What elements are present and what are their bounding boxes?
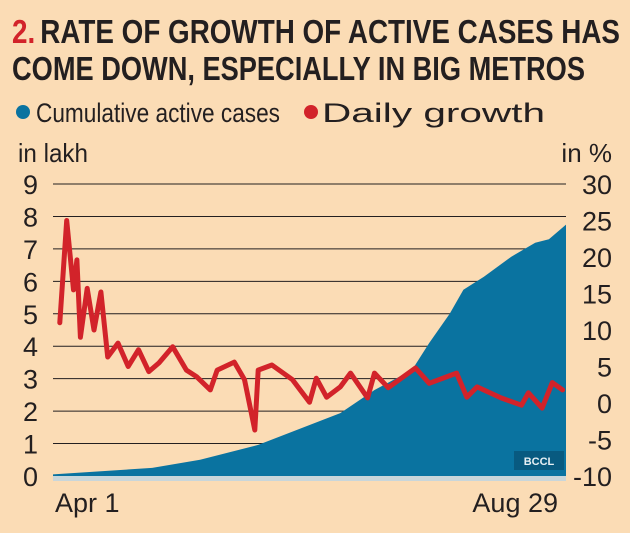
- credit-label: BCCL: [524, 456, 555, 468]
- right-tick-label: -5: [588, 426, 612, 456]
- left-tick-label: 5: [23, 300, 38, 330]
- cumulative-area-layer: [53, 224, 566, 476]
- right-tick-label: 0: [597, 389, 612, 419]
- right-tick-label: 15: [582, 280, 612, 310]
- left-axis-unit: in lakh: [18, 138, 88, 168]
- chart-title-line2: COME DOWN, ESPECIALLY IN BIG METROS: [12, 50, 585, 87]
- right-tick-label: 5: [597, 353, 612, 383]
- credit-box: [514, 451, 564, 470]
- left-tick-label: 1: [23, 430, 38, 460]
- x-tick-end: Aug 29: [472, 488, 558, 518]
- gridlines: [53, 183, 566, 445]
- left-tick-label: 9: [23, 170, 38, 200]
- left-tick-label: 2: [23, 397, 38, 427]
- left-tick-label: 7: [23, 235, 38, 265]
- right-axis-ticks: -10 -5 0 5 10 15 20 25 30: [573, 170, 612, 492]
- right-tick-label: -10: [573, 462, 612, 492]
- x-tick-start: Apr 1: [55, 488, 120, 518]
- right-axis-unit: in %: [561, 138, 612, 168]
- left-tick-label: 6: [23, 267, 38, 297]
- legend-label-growth: Daily growth: [322, 98, 545, 128]
- x-axis-baseline: [53, 476, 566, 481]
- right-tick-label: 10: [582, 316, 612, 346]
- legend-swatch-growth: [304, 105, 318, 119]
- daily-growth-line: [57, 218, 566, 433]
- chart-title-line1: 2.RATE OF GROWTH OF ACTIVE CASES HAS: [12, 13, 620, 50]
- right-tick-label: 30: [582, 170, 612, 200]
- cumulative-active-cases-area: [53, 224, 566, 476]
- right-tick-label: 20: [582, 243, 612, 273]
- chart-number: 2.: [12, 13, 35, 50]
- left-tick-label: 4: [23, 332, 38, 362]
- left-tick-label: 0: [23, 462, 38, 492]
- left-tick-label: 3: [23, 365, 38, 395]
- chart-title-text: RATE OF GROWTH OF ACTIVE CASES HAS: [40, 13, 620, 50]
- legend-swatch-cumulative: [16, 105, 30, 119]
- growth-line-layer: [57, 218, 566, 433]
- legend-label-cumulative: Cumulative active cases: [36, 98, 280, 128]
- left-tick-label: 8: [23, 202, 38, 232]
- right-tick-label: 25: [582, 207, 612, 237]
